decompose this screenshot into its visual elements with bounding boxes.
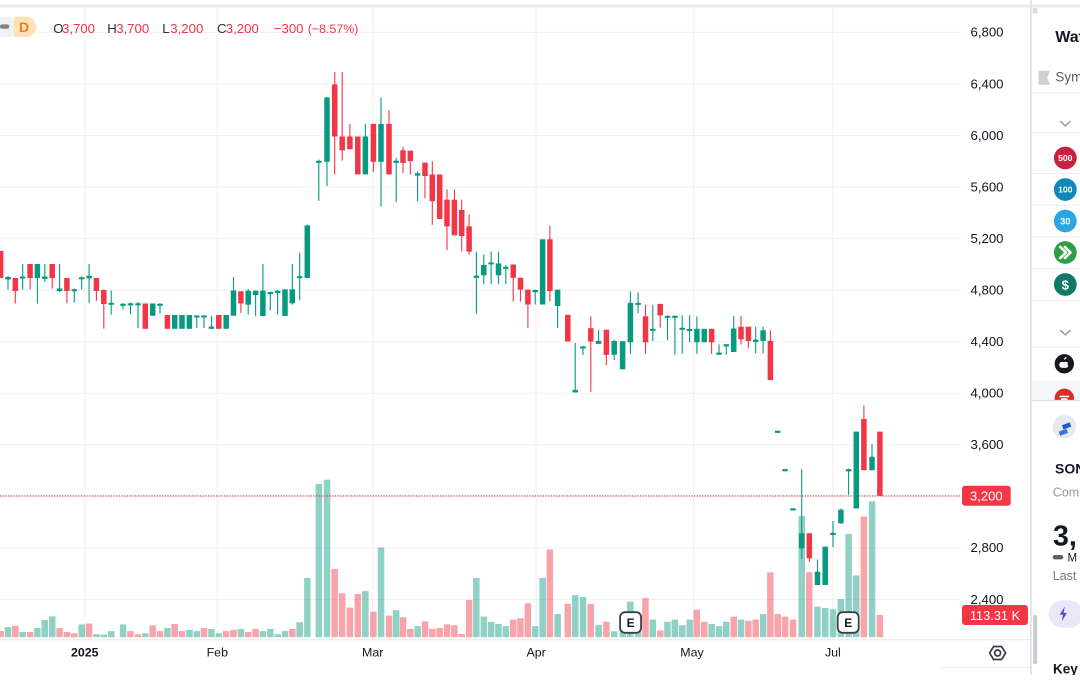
svg-text:M: M: [1068, 553, 1078, 565]
svg-text:Wat: Wat: [1055, 29, 1080, 46]
svg-text:D: D: [19, 19, 29, 35]
svg-text:4,800: 4,800: [970, 283, 1003, 298]
svg-text:$: $: [1062, 277, 1070, 292]
svg-text:E: E: [627, 616, 635, 630]
svg-text:Feb: Feb: [207, 646, 228, 660]
svg-text:2025: 2025: [71, 646, 99, 660]
svg-text:500: 500: [1058, 153, 1073, 163]
svg-text:Com: Com: [1053, 485, 1079, 499]
svg-text:3,600: 3,600: [970, 437, 1003, 452]
svg-text:SON: SON: [1055, 461, 1080, 477]
svg-text:Key: Key: [1053, 662, 1078, 676]
svg-text:Jul: Jul: [825, 646, 841, 660]
svg-text:May: May: [680, 646, 704, 660]
svg-text:E: E: [844, 616, 852, 630]
svg-text:4,400: 4,400: [970, 334, 1003, 349]
svg-text:30: 30: [1060, 215, 1070, 226]
svg-text:4,000: 4,000: [970, 386, 1003, 401]
svg-text:5,200: 5,200: [970, 231, 1003, 246]
svg-text:113.31 K: 113.31 K: [970, 608, 1021, 623]
svg-text:2,400: 2,400: [970, 592, 1003, 607]
svg-text:6,800: 6,800: [970, 25, 1003, 40]
svg-text:3,200: 3,200: [970, 488, 1003, 503]
svg-text:2,800: 2,800: [970, 540, 1003, 555]
svg-text:100: 100: [1058, 185, 1073, 195]
svg-text:6,400: 6,400: [970, 76, 1003, 91]
svg-text:Sym: Sym: [1055, 70, 1080, 85]
svg-text:5,600: 5,600: [970, 179, 1003, 194]
svg-text:3,: 3,: [1053, 521, 1077, 553]
svg-text:Mar: Mar: [362, 646, 383, 660]
svg-text:Last: Last: [1053, 569, 1077, 583]
svg-text:Apr: Apr: [526, 646, 545, 660]
svg-text:6,000: 6,000: [970, 128, 1003, 143]
